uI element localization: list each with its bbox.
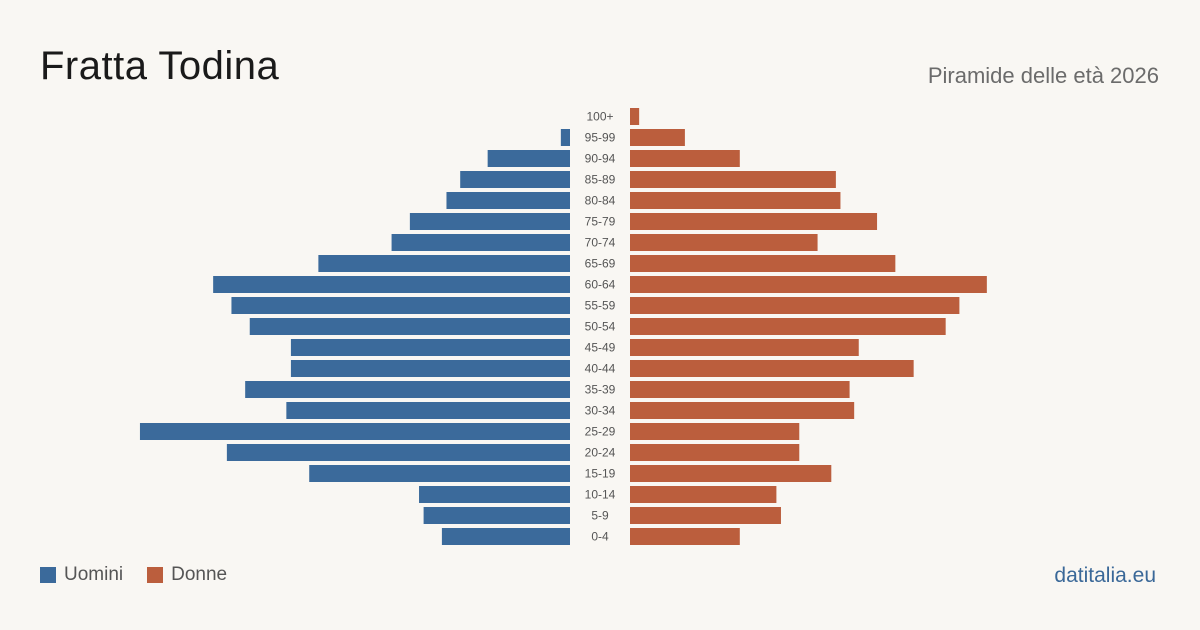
age-label-75-79: 75-79: [585, 215, 616, 229]
age-label-60-64: 60-64: [585, 278, 616, 292]
age-label-20-24: 20-24: [585, 446, 616, 460]
legend-label-male: Uomini: [64, 564, 124, 585]
bar-male-35-39: [245, 381, 571, 398]
bar-female-25-29: [630, 423, 800, 440]
bar-male-45-49: [290, 339, 570, 356]
bar-female-30-34: [630, 402, 855, 419]
bar-female-0-4: [630, 528, 740, 545]
bar-male-0-4: [441, 528, 570, 545]
bar-male-50-54: [249, 318, 570, 335]
bar-female-90-94: [630, 150, 740, 167]
bar-female-50-54: [630, 318, 946, 335]
source-link[interactable]: datitalia.eu: [1054, 564, 1156, 587]
bar-female-10-14: [630, 486, 777, 503]
bar-male-5-9: [423, 507, 570, 524]
age-label-80-84: 80-84: [585, 194, 616, 208]
bar-female-65-69: [630, 255, 896, 272]
legend-item-male: Uomini: [40, 564, 123, 586]
legend: Uomini Donne: [40, 564, 251, 586]
bar-male-75-79: [409, 213, 570, 230]
bar-female-5-9: [630, 507, 781, 524]
age-label-95-99: 95-99: [585, 131, 616, 145]
chart-title: Fratta Todina: [40, 44, 280, 88]
legend-label-female: Donne: [171, 564, 228, 585]
bar-female-95-99: [630, 129, 685, 146]
bar-male-80-84: [446, 192, 570, 209]
bar-female-75-79: [630, 213, 878, 230]
bar-male-70-74: [391, 234, 570, 251]
age-label-85-89: 85-89: [585, 173, 616, 187]
bar-female-60-64: [630, 276, 987, 293]
bar-male-65-69: [318, 255, 570, 272]
legend-swatch-female: [147, 567, 164, 583]
legend-swatch-male: [40, 567, 56, 583]
bar-male-90-94: [487, 150, 570, 167]
age-label-90-94: 90-94: [585, 152, 616, 166]
legend-item-female: Donne: [147, 564, 227, 586]
age-label-5-9: 5-9: [591, 509, 609, 523]
bar-female-40-44: [630, 360, 914, 377]
bar-male-15-19: [309, 465, 570, 482]
bar-female-45-49: [630, 339, 859, 356]
bar-male-10-14: [419, 486, 570, 503]
bar-male-30-34: [286, 402, 570, 419]
age-label-100+: 100+: [586, 110, 613, 124]
bar-male-55-59: [231, 297, 570, 314]
age-label-40-44: 40-44: [585, 362, 616, 376]
age-label-45-49: 45-49: [585, 341, 616, 355]
bar-female-100+: [630, 108, 640, 125]
age-label-55-59: 55-59: [585, 299, 616, 313]
bar-female-15-19: [630, 465, 832, 482]
age-label-70-74: 70-74: [585, 236, 616, 250]
bar-female-20-24: [630, 444, 800, 461]
bar-male-20-24: [226, 444, 570, 461]
chart-subtitle: Piramide delle età 2026: [927, 63, 1159, 88]
bar-female-70-74: [630, 234, 818, 251]
age-label-25-29: 25-29: [585, 425, 616, 439]
bar-male-85-89: [460, 171, 570, 188]
bar-female-80-84: [630, 192, 841, 209]
bar-male-40-44: [290, 360, 570, 377]
bar-male-25-29: [139, 423, 570, 440]
age-label-15-19: 15-19: [585, 467, 616, 481]
age-label-65-69: 65-69: [585, 257, 616, 271]
bar-female-35-39: [630, 381, 850, 398]
bar-female-55-59: [630, 297, 960, 314]
age-label-30-34: 30-34: [585, 404, 616, 418]
bar-male-95-99: [560, 129, 570, 146]
bar-male-60-64: [213, 276, 570, 293]
age-label-0-4: 0-4: [591, 530, 609, 544]
age-label-35-39: 35-39: [585, 383, 616, 397]
age-label-50-54: 50-54: [585, 320, 616, 334]
bar-female-85-89: [630, 171, 836, 188]
age-label-10-14: 10-14: [585, 488, 616, 502]
